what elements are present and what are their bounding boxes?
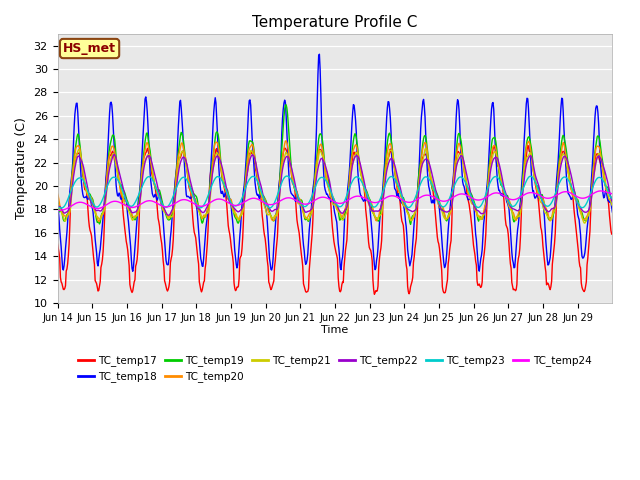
Line: TC_temp24: TC_temp24	[58, 191, 612, 211]
TC_temp22	[164, 212, 172, 218]
TC_temp21	[424, 158, 432, 164]
TC_temp20	[120, 196, 127, 202]
TC_temp17	[119, 204, 127, 210]
X-axis label: Time: Time	[321, 325, 349, 336]
TC_temp23	[120, 191, 127, 196]
TC_temp22	[110, 152, 118, 157]
TC_temp19	[282, 102, 290, 108]
TC_temp19	[248, 139, 256, 144]
TC_temp21	[221, 183, 228, 189]
TC_temp24	[119, 201, 127, 207]
TC_temp21	[422, 145, 429, 151]
TC_temp21	[609, 203, 616, 209]
TC_temp18	[270, 243, 278, 249]
TC_temp19	[393, 181, 401, 187]
Line: TC_temp18: TC_temp18	[58, 54, 612, 271]
TC_temp20	[394, 186, 401, 192]
TC_temp24	[423, 192, 431, 198]
TC_temp22	[120, 186, 127, 192]
TC_temp18	[54, 206, 61, 212]
TC_temp17	[269, 280, 277, 286]
TC_temp23	[249, 174, 257, 180]
Legend: TC_temp17, TC_temp18, TC_temp19, TC_temp20, TC_temp21, TC_temp22, TC_temp23, TC_: TC_temp17, TC_temp18, TC_temp19, TC_temp…	[74, 351, 596, 386]
TC_temp19	[609, 195, 616, 201]
TC_temp22	[609, 199, 616, 204]
TC_temp18	[249, 146, 257, 152]
TC_temp24	[597, 188, 605, 194]
TC_temp20	[249, 143, 257, 148]
TC_temp23	[609, 196, 616, 202]
TC_temp18	[394, 192, 401, 198]
TC_temp21	[54, 201, 61, 207]
TC_temp21	[581, 220, 589, 226]
TC_temp22	[425, 159, 433, 165]
TC_temp24	[392, 194, 400, 200]
TC_temp18	[609, 209, 616, 215]
TC_temp20	[270, 217, 278, 223]
Title: Temperature Profile C: Temperature Profile C	[252, 15, 418, 30]
TC_temp17	[393, 183, 401, 189]
TC_temp22	[222, 183, 230, 189]
TC_temp21	[392, 172, 400, 178]
TC_temp24	[609, 191, 616, 196]
TC_temp18	[221, 190, 229, 196]
TC_temp21	[248, 149, 256, 155]
TC_temp17	[524, 143, 532, 148]
TC_temp24	[221, 198, 228, 204]
TC_temp19	[425, 157, 433, 163]
TC_temp18	[129, 268, 136, 274]
TC_temp22	[54, 203, 61, 209]
TC_temp20	[425, 160, 433, 166]
Line: TC_temp22: TC_temp22	[58, 155, 612, 215]
Line: TC_temp21: TC_temp21	[58, 148, 612, 223]
TC_temp24	[269, 202, 277, 207]
TC_temp21	[119, 192, 127, 198]
TC_temp22	[271, 207, 278, 213]
TC_temp19	[269, 218, 277, 224]
TC_temp20	[95, 219, 102, 225]
TC_temp18	[316, 51, 323, 57]
TC_temp17	[371, 291, 378, 297]
TC_temp24	[248, 195, 256, 201]
Line: TC_temp19: TC_temp19	[58, 105, 612, 224]
TC_temp20	[609, 195, 616, 201]
TC_temp18	[425, 183, 433, 189]
TC_temp23	[58, 205, 65, 211]
TC_temp17	[424, 161, 432, 167]
Text: HS_met: HS_met	[63, 42, 116, 55]
TC_temp23	[283, 173, 291, 179]
TC_temp20	[54, 191, 61, 196]
Line: TC_temp20: TC_temp20	[58, 141, 612, 222]
TC_temp23	[270, 201, 278, 207]
TC_temp20	[282, 138, 290, 144]
TC_temp19	[54, 198, 61, 204]
TC_temp17	[248, 149, 256, 155]
TC_temp17	[221, 187, 228, 192]
Y-axis label: Temperature (C): Temperature (C)	[15, 118, 28, 219]
TC_temp23	[221, 185, 229, 191]
TC_temp18	[119, 195, 127, 201]
TC_temp22	[394, 174, 401, 180]
TC_temp21	[269, 216, 277, 221]
TC_temp19	[406, 221, 414, 227]
TC_temp17	[54, 241, 61, 247]
TC_temp23	[54, 204, 61, 210]
TC_temp20	[221, 186, 229, 192]
Line: TC_temp23: TC_temp23	[58, 176, 612, 208]
TC_temp24	[54, 208, 61, 214]
TC_temp17	[609, 231, 616, 237]
TC_temp23	[425, 176, 433, 181]
TC_temp23	[394, 181, 401, 187]
TC_temp22	[250, 153, 257, 158]
TC_temp19	[119, 186, 127, 192]
Line: TC_temp17: TC_temp17	[58, 145, 612, 294]
TC_temp19	[221, 182, 228, 188]
